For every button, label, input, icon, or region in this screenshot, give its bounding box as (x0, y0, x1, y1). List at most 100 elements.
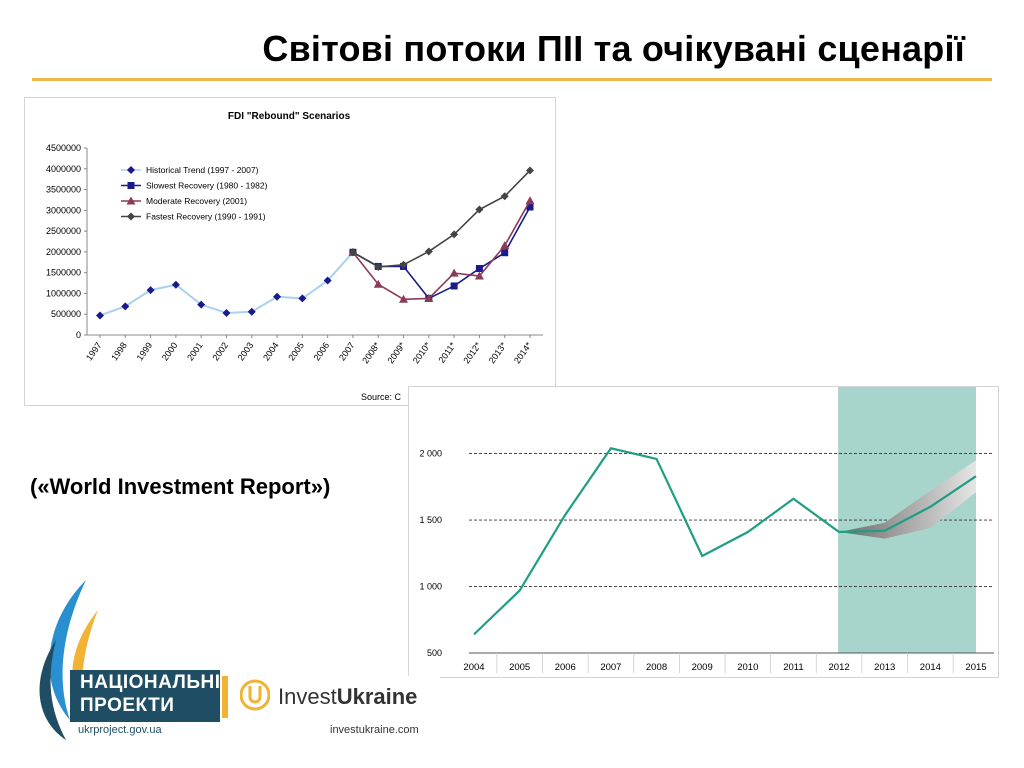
chart2-x-tick-label: 2005 (509, 662, 530, 673)
chart1-data-point (450, 282, 458, 290)
chart1-data-point (500, 192, 509, 201)
wir-chart: 500 1 000 1 500 2 000 2004 2005 2006 2007 2008 2… (408, 386, 999, 678)
chart1-data-point (96, 311, 104, 320)
chart1-data-point (121, 302, 130, 311)
chart2-y-tick-label: 1 000 (419, 582, 442, 592)
chart1-series-line-3 (352, 169, 531, 268)
chart1-y-tick-label: 0 (76, 330, 81, 340)
chart1-x-tick-label: 2000 (160, 340, 180, 362)
chart1-x-tick-label: 2003 (236, 340, 256, 362)
chart1-x-tick-label: 2010* (411, 340, 433, 365)
chart1-y-tick-label: 1000000 (46, 288, 81, 298)
invest-ukraine-name: InvestUkraine (278, 684, 417, 710)
chart1-data-point (399, 294, 409, 303)
chart1-x-tick-label: 2004 (261, 340, 281, 362)
chart1-x-tick-label: 2005 (286, 340, 306, 362)
chart1-x-tick-label: 2014* (512, 340, 534, 365)
chart2-x-tick-label: 2015 (965, 662, 986, 673)
chart1-data-point (424, 247, 433, 256)
chart1-data-point (273, 292, 282, 301)
chart1-series-line-2 (352, 200, 531, 301)
chart1-data-point (171, 280, 180, 289)
chart2-x-tick-label: 2008 (646, 662, 667, 673)
chart1-data-point (197, 300, 206, 309)
invest-ukraine-logo (222, 676, 440, 718)
fdi-rebound-chart-svg: FDI "Rebound" Scenarios 0 500000 1000000 15… (46, 111, 543, 402)
chart2-y-tick-label: 1 500 (419, 515, 442, 525)
chart1-data-point (526, 166, 534, 175)
chart1-x-tick-label: 2008* (360, 340, 382, 365)
title-divider (32, 78, 992, 81)
chart1-legend-marker (127, 166, 135, 174)
chart1-data-point (501, 249, 509, 257)
chart1-x-tick-label: 2009* (385, 340, 407, 365)
chart1-legend-marker (127, 212, 135, 221)
chart1-data-point (399, 260, 408, 269)
chart2-x-tick-label: 2011 (783, 662, 803, 673)
chart1-data-point (450, 230, 459, 239)
chart1-legend-label: Moderate Recovery (2001) (146, 196, 247, 206)
chart1-y-tick-label: 4000000 (46, 164, 81, 174)
chart1-y-tick-label: 4500000 (46, 143, 81, 153)
report-caption: («World Investment Report») (30, 474, 331, 499)
chart1-legend-marker (126, 196, 136, 205)
chart1-x-tick-label: 1997 (84, 340, 104, 362)
invest-ukraine-part2: Ukraine (336, 684, 418, 709)
chart1-legend-marker (127, 182, 135, 189)
chart2-y-tick-label: 500 (427, 648, 442, 658)
chart1-data-point (146, 286, 155, 295)
national-projects-line2: ПРОЕКТИ (80, 695, 175, 716)
chart2-x-tick-label: 2004 (463, 662, 484, 673)
chart2-x-tick-label: 2012 (829, 662, 850, 673)
chart1-data-point (449, 268, 459, 277)
chart2-y-tick-label: 2 000 (419, 449, 442, 459)
chart1-y-tick-label: 500000 (51, 309, 81, 319)
chart1-y-tick-label: 1500000 (46, 268, 81, 278)
chart1-data-point (475, 265, 483, 273)
chart1-data-point (222, 308, 231, 317)
chart1-y-tick-label: 2500000 (46, 226, 81, 236)
chart1-legend-label: Historical Trend (1997 - 2007) (146, 165, 259, 175)
chart2-x-tick-label: 2009 (692, 662, 713, 673)
chart1-data-point (373, 279, 383, 288)
invest-ukraine-part1: Invest (278, 684, 337, 709)
chart2-x-tick-label: 2006 (555, 662, 576, 673)
chart1-series-line-0 (99, 251, 354, 317)
chart1-title: FDI "Rebound" Scenarios (228, 111, 351, 122)
chart1-y-tick-label: 3000000 (46, 205, 81, 215)
chart1-x-tick-label: 2006 (312, 340, 332, 362)
chart1-y-tick-label: 3500000 (46, 185, 81, 195)
chart1-x-tick-label: 2007 (337, 340, 357, 362)
wir-chart-svg: 500 1 000 1 500 2 000 2004 2005 2006 2007 2008 2… (419, 387, 994, 673)
chart1-x-tick-label: 2013* (487, 340, 509, 365)
chart1-data-point (500, 241, 510, 250)
national-projects-logo (70, 670, 220, 722)
chart1-data-point (424, 293, 434, 302)
chart1-source: Source: C (361, 392, 402, 402)
chart1-data-point (525, 196, 535, 205)
chart1-data-point (526, 203, 534, 211)
national-projects-line1: НАЦІОНАЛЬНІ (80, 672, 221, 693)
invest-ukraine-u-icon (240, 679, 270, 711)
chart1-legend-label: Fastest Recovery (1990 - 1991) (146, 212, 266, 222)
chart1-x-tick-label: 2001 (185, 340, 205, 362)
chart1-data-point (475, 205, 484, 214)
chart1-legend-label: Slowest Recovery (1980 - 1982) (146, 181, 268, 191)
national-projects-url: ukrproject.gov.ua (78, 724, 162, 736)
chart1-data-point (247, 307, 256, 316)
chart1-data-point (298, 294, 307, 303)
invest-ukraine-url: investukraine.com (330, 724, 419, 736)
chart1-x-tick-label: 2002 (210, 340, 230, 362)
chart2-x-tick-label: 2010 (737, 662, 758, 673)
chart1-data-point (348, 248, 357, 257)
chart1-x-tick-label: 1998 (109, 340, 129, 362)
chart2-projection-fan (839, 460, 976, 539)
chart2-x-tick-label: 2013 (874, 662, 895, 673)
fdi-rebound-chart: FDI "Rebound" Scenarios 0 500000 1000000 15… (24, 97, 556, 406)
chart2-x-tick-label: 2014 (920, 662, 941, 673)
chart1-data-point (374, 262, 383, 271)
chart1-x-tick-label: 2011* (436, 340, 458, 365)
chart1-data-point (323, 276, 332, 285)
chart1-x-tick-label: 1999 (135, 340, 155, 362)
chart2-x-tick-label: 2007 (600, 662, 621, 673)
